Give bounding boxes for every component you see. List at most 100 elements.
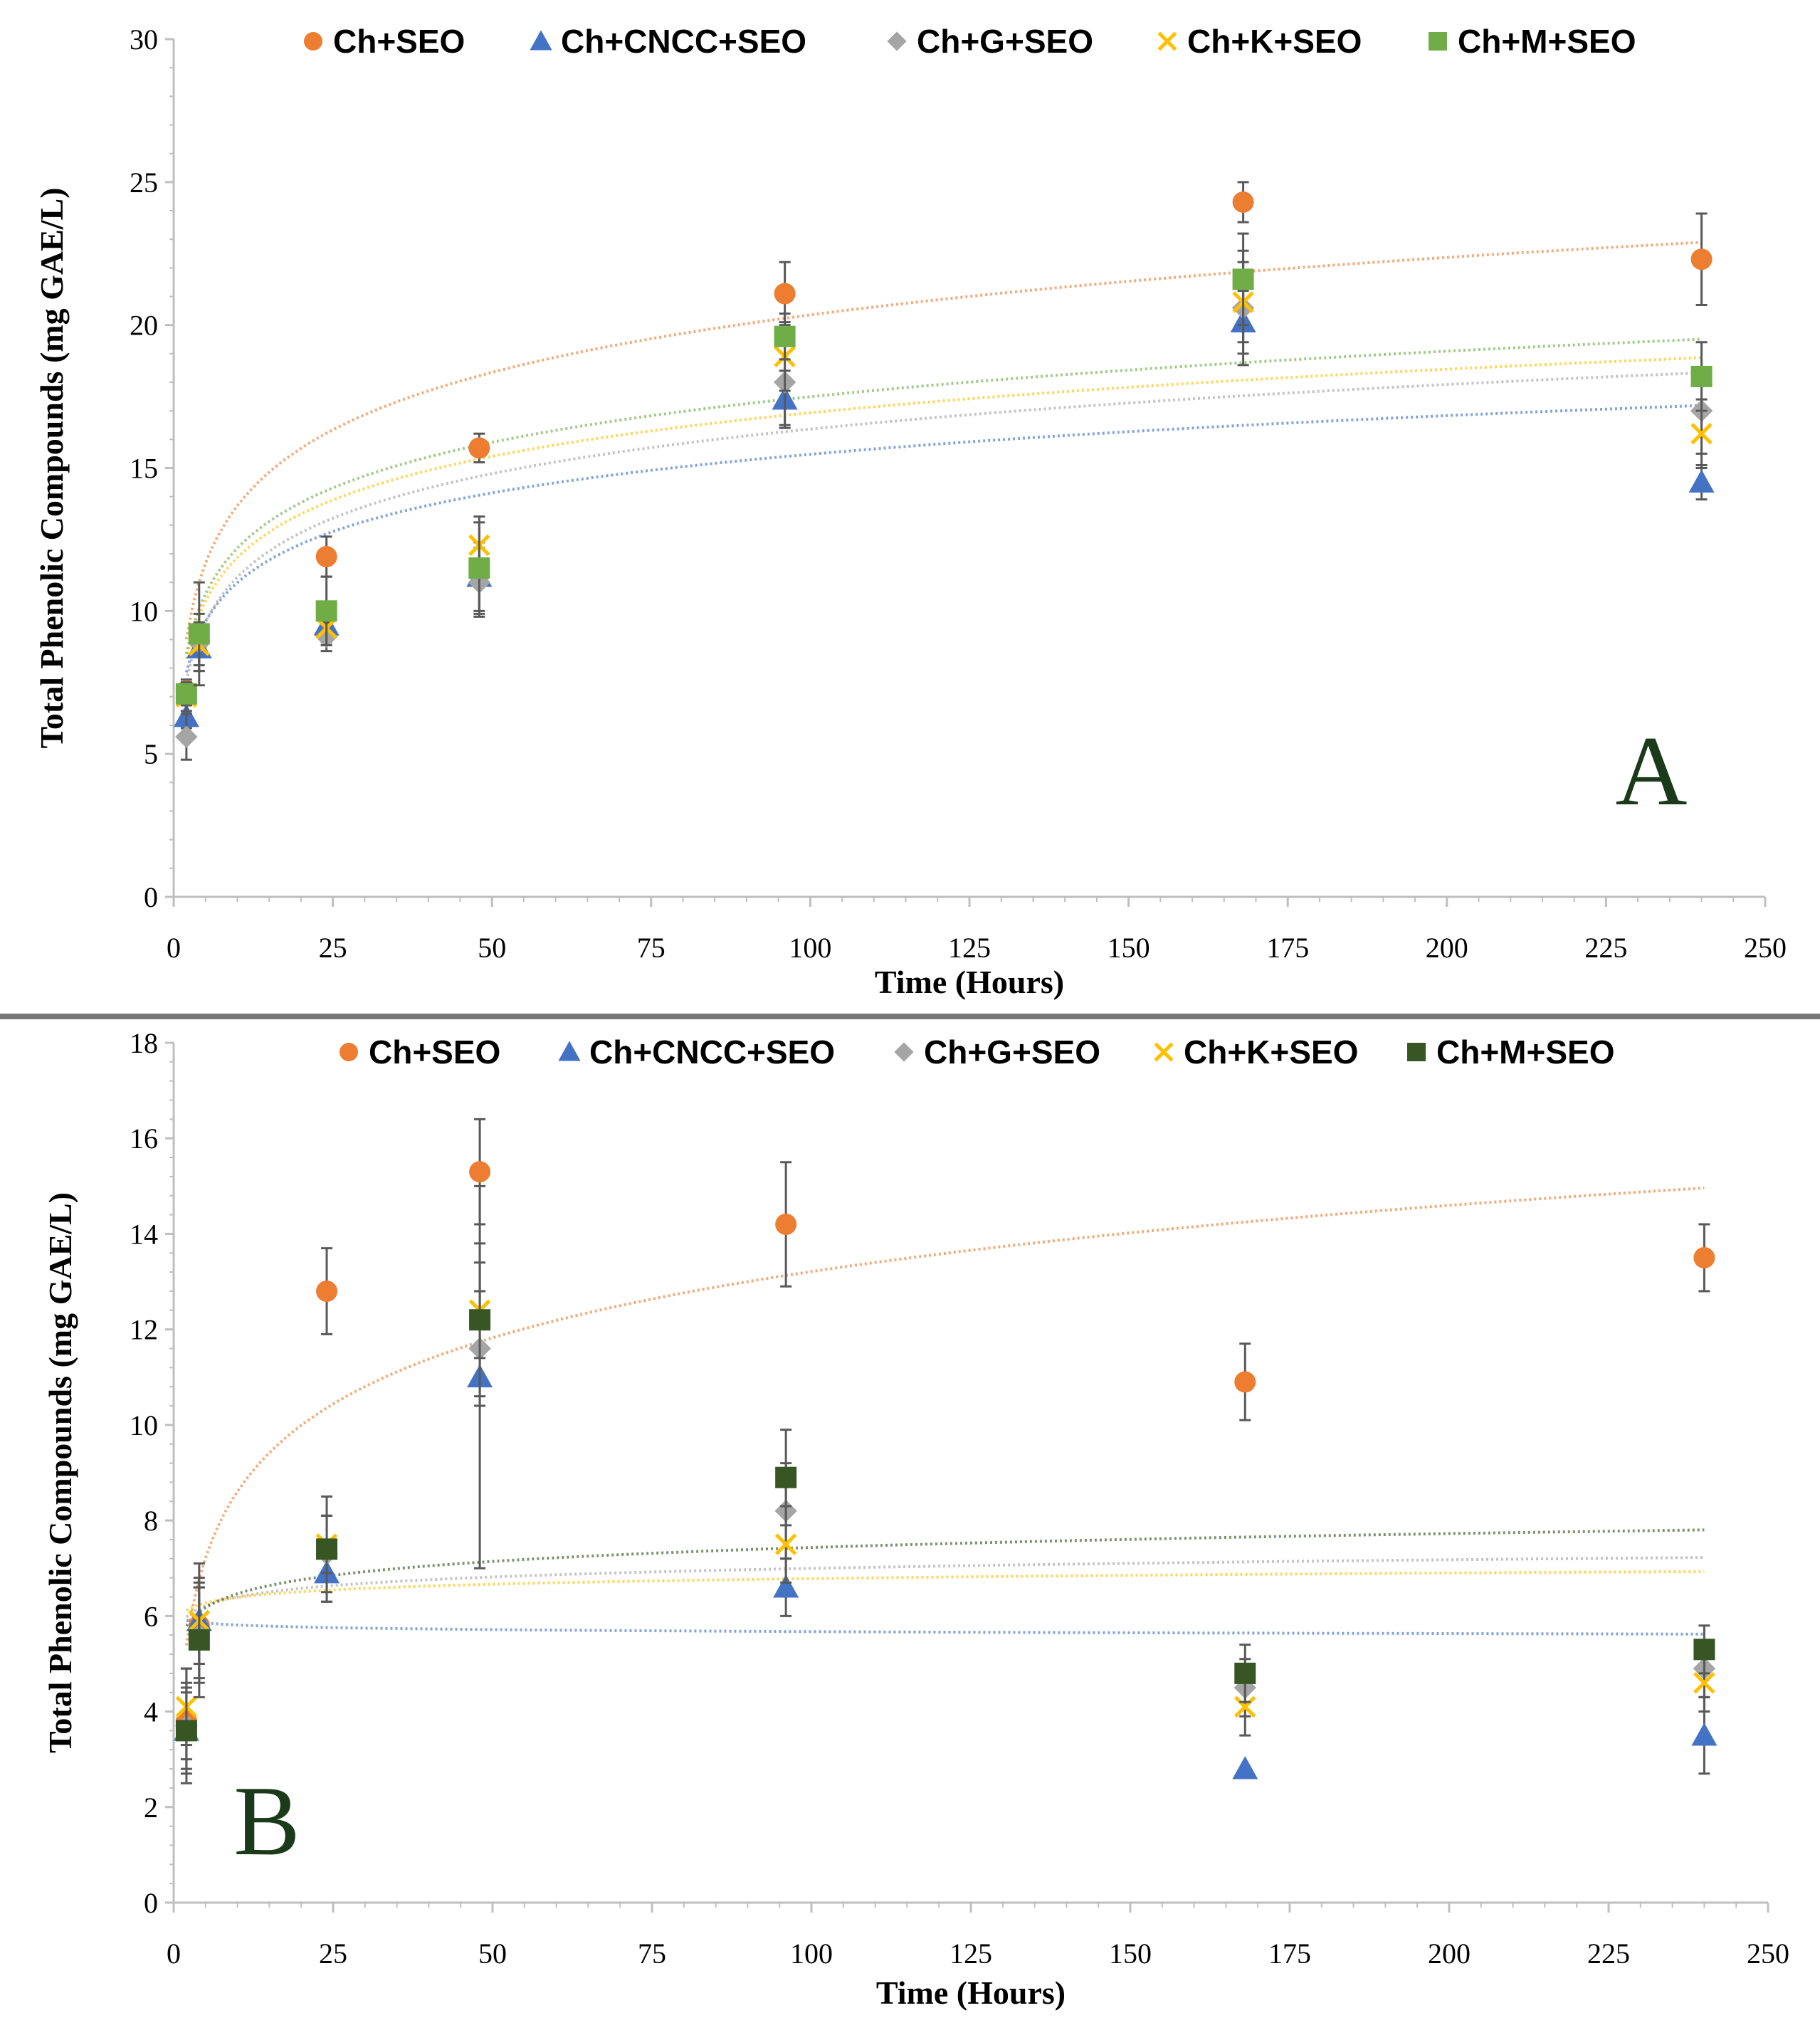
data-point <box>1693 1639 1715 1661</box>
x-tick-label: 125 <box>948 932 991 964</box>
chart-panel-b: 0 2 4 6 8 10 12 14 16 18 0 25 50 75 100 125 150 175 200 225… <box>42 1027 1789 2011</box>
legend-label: Ch+M+SEO <box>1436 1034 1615 1071</box>
x-tick-label: 50 <box>478 1938 507 1970</box>
x-axis-title: Time (Hours) <box>876 1975 1066 2011</box>
data-point <box>1690 423 1713 445</box>
data-point <box>315 600 337 622</box>
trendline <box>185 1570 1705 1612</box>
y-tick-label: 12 <box>130 1314 158 1346</box>
x-tick-label: 200 <box>1426 932 1468 964</box>
legend-marker <box>304 32 322 51</box>
data-point <box>316 1280 338 1302</box>
data-point <box>773 1574 799 1598</box>
legend-marker <box>1429 32 1447 51</box>
trendline <box>184 1186 1705 1646</box>
x-tick-label: 50 <box>478 932 506 964</box>
data-point <box>1693 1247 1715 1268</box>
x-tick-label: 100 <box>790 1938 833 1970</box>
legend-label: Ch+SEO <box>369 1034 500 1071</box>
x-tick-label: 200 <box>1428 1938 1471 1970</box>
legend-marker <box>1407 1043 1426 1061</box>
data-point <box>316 1538 338 1560</box>
x-axis-title: Time (Hours) <box>875 964 1064 1000</box>
y-tick-label: 8 <box>144 1505 158 1537</box>
y-tick-label: 6 <box>144 1600 158 1632</box>
series-ch-k-seo <box>175 1261 1715 1747</box>
data-point <box>469 1309 491 1331</box>
data-point <box>188 623 210 645</box>
x-tick-label: 225 <box>1587 1938 1630 1970</box>
legend-label: Ch+K+SEO <box>1184 1034 1358 1071</box>
data-point <box>1232 191 1254 213</box>
x-tick-label: 75 <box>638 1938 666 1970</box>
data-point <box>1234 1695 1256 1718</box>
x-tick-label: 175 <box>1266 932 1309 964</box>
data-point <box>1234 1371 1256 1393</box>
trendline <box>184 337 1702 655</box>
trendline <box>184 356 1702 660</box>
data-point <box>1693 1672 1715 1694</box>
x-tick-label: 100 <box>789 932 831 964</box>
x-tick-label: 175 <box>1268 1938 1311 1970</box>
x-tick-label: 25 <box>319 1938 347 1970</box>
data-point <box>468 557 490 579</box>
data-point <box>1690 248 1713 270</box>
x-tick-label: 0 <box>167 1938 181 1970</box>
x-tick-label: 225 <box>1584 932 1627 964</box>
trendline <box>184 241 1702 640</box>
chart-panel-a: 0 5 10 15 20 25 30 0 25 50 75 100 125 150 175 200 225 250… <box>33 23 1787 1000</box>
legend-marker <box>1154 1042 1174 1062</box>
series-ch-k-seo <box>175 261 1713 713</box>
series-ch-m-seo <box>175 232 1713 707</box>
legend-label: Ch+K+SEO <box>1187 23 1362 60</box>
y-tick-label: 10 <box>130 1409 158 1441</box>
y-tick-label: 2 <box>144 1792 158 1824</box>
y-tick-label: 30 <box>130 23 158 56</box>
data-point <box>188 1629 210 1651</box>
y-tick-label: 15 <box>130 453 158 485</box>
x-tick-label: 250 <box>1744 932 1787 964</box>
series-ch-g-seo <box>175 1290 1716 1784</box>
data-point <box>774 325 796 347</box>
data-point <box>468 437 490 459</box>
x-tick-label: 25 <box>319 932 347 964</box>
y-tick-label: 20 <box>130 310 158 342</box>
y-tick-label: 14 <box>130 1218 158 1250</box>
x-tick-label: 150 <box>1109 1938 1152 1970</box>
panel-label: B <box>233 1766 300 1876</box>
trendline <box>184 371 1702 681</box>
data-point <box>1232 268 1254 290</box>
data-point <box>175 1720 197 1742</box>
data-point <box>1232 1756 1258 1779</box>
legend-marker <box>530 30 552 51</box>
data-point <box>175 725 198 748</box>
x-tick-label: 150 <box>1108 932 1150 964</box>
data-point <box>774 283 796 305</box>
data-point <box>774 1533 797 1555</box>
data-point <box>1691 1723 1718 1746</box>
legend-label: Ch+G+SEO <box>924 1034 1100 1071</box>
legend-marker <box>558 1041 581 1061</box>
data-point <box>1688 469 1715 493</box>
data-point <box>469 1161 491 1183</box>
y-tick-label: 4 <box>144 1696 158 1728</box>
legend-label: Ch+G+SEO <box>917 23 1093 60</box>
legend-marker <box>340 1043 358 1061</box>
y-tick-label: 0 <box>144 1887 158 1919</box>
legend-label: Ch+CNCC+SEO <box>589 1034 835 1071</box>
series-ch-seo <box>175 1118 1715 1761</box>
y-tick-label: 16 <box>130 1122 158 1155</box>
data-point <box>1234 1662 1256 1684</box>
series-ch-cncc-seo <box>173 1184 1718 1779</box>
legend-label: Ch+M+SEO <box>1458 23 1636 60</box>
y-tick-label: 5 <box>144 738 158 770</box>
y-tick-label: 18 <box>130 1027 158 1059</box>
data-point <box>1690 365 1713 387</box>
x-tick-label: 0 <box>167 932 181 964</box>
data-point <box>315 546 337 568</box>
series-ch-m-seo <box>175 1242 1715 1775</box>
trendline <box>186 1619 1705 1636</box>
trendline <box>185 1528 1705 1627</box>
y-axis-title: Total Phenolic Compounds (mg GAE/L) <box>42 1192 78 1753</box>
